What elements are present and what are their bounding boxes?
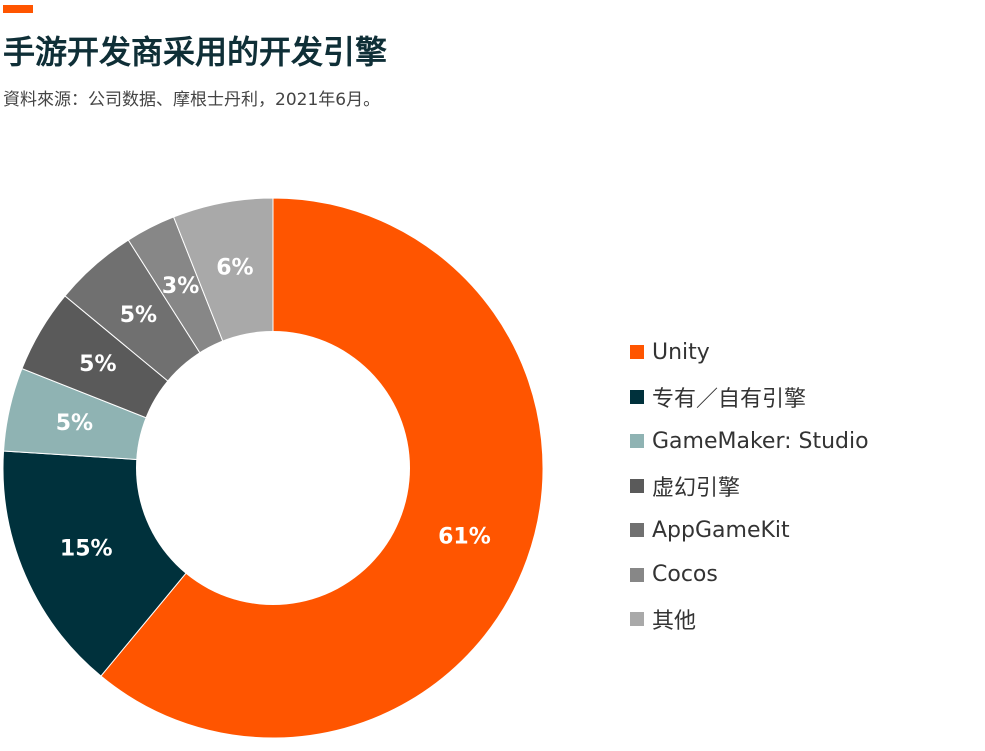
slice-label-1: 15% — [60, 536, 113, 561]
legend-swatch — [630, 478, 644, 493]
legend-item: AppGameKit — [630, 508, 869, 553]
slice-label-3: 5% — [79, 352, 116, 377]
legend-label: 专有／自有引擎 — [652, 386, 807, 412]
legend-label: 虚幻引擎 — [652, 475, 741, 501]
slice-label-5: 3% — [162, 274, 199, 299]
chart-subtitle: 資料來源：公司数据、摩根士丹利，2021年6月。 — [3, 90, 381, 110]
legend-swatch — [630, 345, 644, 360]
legend-swatch — [630, 567, 644, 582]
slice-label-2: 5% — [56, 411, 93, 436]
donut-slice-labels: 61%15%5%5%5%3%6% — [56, 256, 491, 562]
donut-hole — [136, 331, 410, 605]
legend-label: GameMaker: Studio — [652, 428, 869, 454]
legend-item: GameMaker: Studio — [630, 419, 869, 464]
legend-item: Unity — [630, 330, 869, 375]
legend-label: Cocos — [652, 562, 718, 588]
accent-bar — [3, 5, 33, 13]
chart-title: 手游开发商采用的开发引擎 — [3, 33, 388, 71]
legend-item: 专有／自有引擎 — [630, 375, 869, 420]
legend-swatch — [630, 523, 644, 538]
legend-label: AppGameKit — [652, 517, 790, 543]
legend-item: 其他 — [630, 597, 869, 642]
legend-label: 其他 — [652, 609, 697, 635]
legend-label: Unity — [652, 339, 710, 365]
legend-item: Cocos — [630, 553, 869, 598]
legend-swatch — [630, 612, 644, 627]
chart-legend: Unity 专有／自有引擎 GameMaker: Studio 虚幻引擎 AppGame… — [630, 330, 869, 642]
slice-label-4: 5% — [120, 303, 157, 328]
legend-swatch — [630, 434, 644, 449]
slice-label-0: 61% — [438, 524, 491, 549]
slice-label-6: 6% — [216, 256, 253, 281]
legend-item: 虚幻引擎 — [630, 464, 869, 509]
legend-swatch — [630, 389, 644, 404]
